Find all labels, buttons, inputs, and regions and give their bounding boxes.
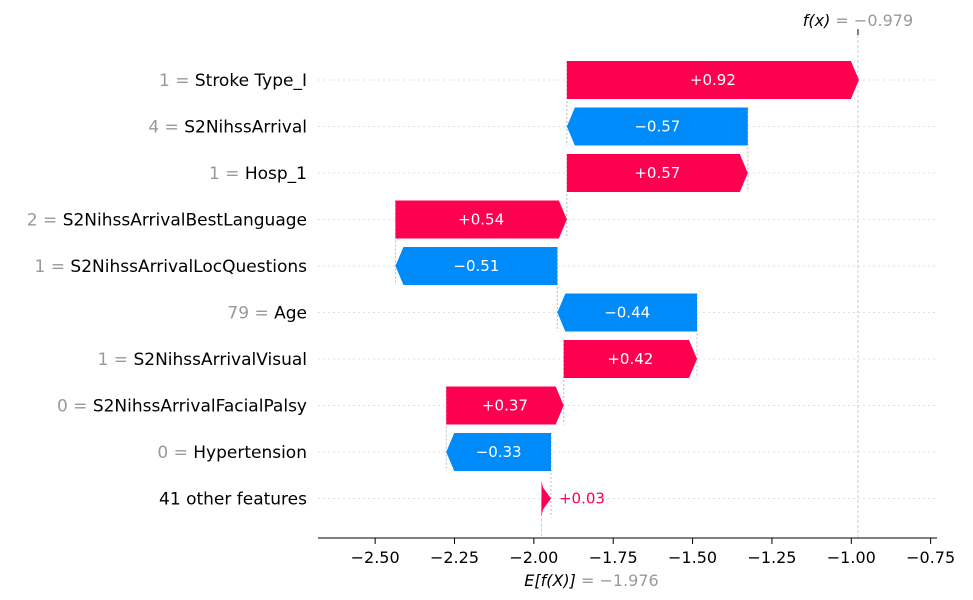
positive-contribution-bar — [566, 154, 748, 192]
equals-sign: = — [68, 397, 93, 417]
equals-sign: = — [249, 304, 274, 324]
bar-value-label: +0.42 — [607, 350, 653, 368]
feature-value: 2 — [27, 211, 38, 231]
bar-value-label: −0.44 — [604, 304, 650, 322]
positive-contribution-bar — [563, 340, 698, 378]
feature-name: Hypertension — [193, 443, 307, 463]
feature-label: 4 = S2NihssArrival — [148, 118, 307, 138]
negative-contribution-bar — [395, 247, 558, 285]
ex-label-prefix: E[f(X)] — [524, 571, 576, 590]
feature-name: Hosp_1 — [245, 164, 307, 184]
positive-contribution-bar — [446, 386, 564, 425]
bar-value-label: −0.51 — [453, 257, 499, 275]
positive-contribution-bar — [395, 200, 567, 239]
bar-value-label: +0.54 — [458, 211, 504, 229]
feature-name: S2NihssArrivalLocQuestions — [70, 257, 307, 277]
feature-label: 1 = Stroke Type_I — [159, 71, 307, 91]
fx-label: f(x) = −0.979 — [803, 11, 913, 30]
equals-sign: = — [168, 443, 193, 463]
feature-name: Stroke Type_I — [195, 71, 307, 91]
ex-label: E[f(X)] = −1.976 — [524, 571, 658, 590]
positive-contribution-bar — [566, 61, 859, 99]
feature-value: 79 — [227, 304, 249, 324]
ex-label-value: = −1.976 — [576, 571, 659, 590]
feature-name: S2NihssArrivalBestLanguage — [63, 211, 307, 231]
x-tick-label: −1.00 — [827, 548, 876, 567]
feature-value: 0 — [157, 443, 168, 463]
equals-sign: = — [45, 257, 70, 277]
x-tick-label: −0.75 — [906, 548, 955, 567]
x-tick-label: −2.25 — [430, 548, 479, 567]
equals-sign: = — [108, 350, 133, 370]
feature-name: S2NihssArrivalVisual — [133, 350, 307, 370]
bar-value-label: +0.57 — [634, 164, 680, 182]
feature-label: 1 = S2NihssArrivalLocQuestions — [35, 257, 308, 277]
feature-label: 0 = S2NihssArrivalFacialPalsy — [57, 397, 307, 417]
positive-contribution-bar — [541, 480, 551, 517]
feature-label: 79 = Age — [227, 304, 307, 324]
feature-value: 1 — [98, 350, 109, 370]
feature-value: 4 — [148, 118, 159, 138]
bar-value-label: +0.03 — [559, 490, 605, 508]
bar-value-label: −0.57 — [634, 118, 680, 136]
feature-value: 1 — [209, 164, 220, 184]
feature-name: S2NihssArrival — [184, 118, 307, 138]
fx-label-value: = −0.979 — [830, 11, 913, 30]
feature-label: 2 = S2NihssArrivalBestLanguage — [27, 211, 307, 231]
feature-value: 1 — [159, 71, 170, 91]
equals-sign: = — [220, 164, 245, 184]
bar-value-label: +0.92 — [690, 71, 736, 89]
x-tick-label: −2.50 — [351, 548, 400, 567]
feature-label: 41 other features — [159, 490, 307, 510]
bar-value-label: −0.33 — [476, 443, 522, 461]
feature-name: 41 other features — [159, 490, 307, 510]
feature-label: 1 = S2NihssArrivalVisual — [98, 350, 307, 370]
feature-label: 0 = Hypertension — [157, 443, 307, 463]
negative-contribution-bar — [566, 107, 748, 146]
feature-name: Age — [274, 304, 307, 324]
x-tick-label: −1.25 — [747, 548, 796, 567]
x-tick-label: −1.50 — [668, 548, 717, 567]
x-tick-label: −1.75 — [589, 548, 638, 567]
feature-value: 0 — [57, 397, 68, 417]
feature-label: 1 = Hosp_1 — [209, 164, 307, 184]
equals-sign: = — [159, 118, 184, 138]
equals-sign: = — [38, 211, 63, 231]
feature-name: S2NihssArrivalFacialPalsy — [93, 397, 307, 417]
feature-value: 1 — [35, 257, 46, 277]
fx-label-prefix: f(x) — [803, 11, 831, 30]
x-tick-label: −2.00 — [509, 548, 558, 567]
bar-value-label: +0.37 — [482, 397, 528, 415]
equals-sign: = — [170, 71, 195, 91]
negative-contribution-bar — [446, 433, 551, 471]
negative-contribution-bar — [557, 293, 698, 332]
